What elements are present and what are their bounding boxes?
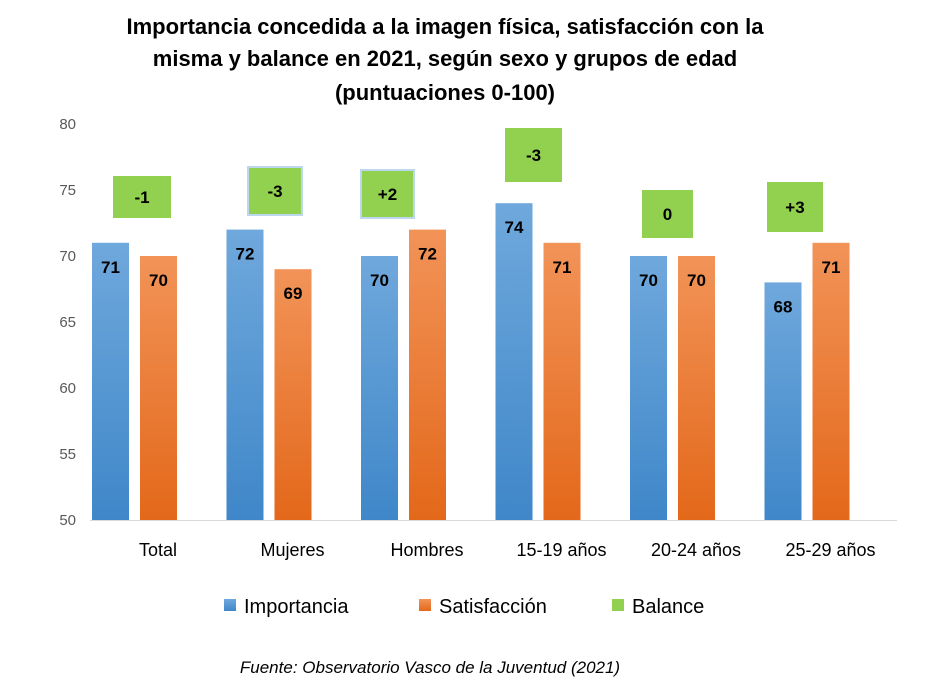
y-axis: 50 55 60 65 70 75 80 bbox=[59, 116, 76, 529]
bar-satisfaccion bbox=[678, 256, 715, 520]
balance-box bbox=[247, 166, 303, 216]
bar-satisfaccion bbox=[543, 242, 581, 521]
y-tick-label: 55 bbox=[59, 446, 76, 463]
legend-label: Balance bbox=[632, 596, 704, 618]
balance-label: -3 bbox=[267, 182, 282, 201]
y-tick-label: 75 bbox=[59, 182, 76, 199]
data-label: 70 bbox=[149, 271, 168, 290]
balance-box bbox=[642, 190, 693, 238]
bar-satisfaccion bbox=[409, 229, 446, 520]
balance-label: -1 bbox=[134, 188, 149, 207]
x-tick-label: Total bbox=[139, 540, 177, 560]
y-tick-label: 60 bbox=[59, 380, 76, 397]
legend-swatch bbox=[612, 599, 624, 611]
y-tick-label: 80 bbox=[59, 116, 76, 133]
x-tick-label: Hombres bbox=[390, 540, 463, 560]
data-label: 71 bbox=[553, 258, 572, 277]
bars: 71 70 -1 72 69 -3 70 72 +2 74 71 -3 70 70 0 68 71 +3 bbox=[92, 128, 850, 521]
data-label: 71 bbox=[822, 258, 841, 277]
balance-box bbox=[360, 169, 415, 219]
data-label: 68 bbox=[774, 297, 793, 316]
balance-label: +3 bbox=[785, 198, 804, 217]
bar-satisfaccion bbox=[274, 269, 312, 520]
legend-swatch bbox=[419, 599, 431, 611]
source-note: Fuente: Observatorio Vasco de la Juventu… bbox=[240, 658, 620, 677]
data-label: 74 bbox=[505, 218, 524, 237]
bar-importancia bbox=[495, 203, 533, 520]
y-tick-label: 65 bbox=[59, 314, 76, 331]
data-label: 70 bbox=[639, 271, 658, 290]
data-label: 70 bbox=[687, 271, 706, 290]
x-tick-label: Mujeres bbox=[260, 540, 324, 560]
bar-importancia bbox=[630, 256, 667, 520]
balance-box bbox=[767, 182, 823, 232]
data-label: 71 bbox=[101, 258, 120, 277]
balance-label: +2 bbox=[378, 185, 397, 204]
y-tick-label: 70 bbox=[59, 248, 76, 265]
legend-swatch bbox=[224, 599, 236, 611]
balance-label: -3 bbox=[526, 146, 541, 165]
legend: Importancia Satisfacción Balance bbox=[224, 596, 704, 618]
x-tick-label: 15-19 años bbox=[516, 540, 606, 560]
bar-importancia bbox=[764, 282, 802, 520]
balance-label: 0 bbox=[663, 205, 672, 224]
x-axis: Total Mujeres Hombres 15-19 años 20-24 años 2… bbox=[139, 540, 876, 560]
bar-importancia bbox=[361, 256, 398, 520]
data-label: 72 bbox=[418, 245, 437, 264]
balance-box bbox=[505, 128, 562, 182]
bar-importancia bbox=[92, 242, 129, 521]
chart-title-line-1: Importancia concedida a la imagen física… bbox=[126, 14, 764, 39]
data-label: 70 bbox=[370, 271, 389, 290]
balance-box bbox=[113, 176, 171, 218]
chart-title-line-3: (puntuaciones 0-100) bbox=[335, 80, 555, 105]
legend-label: Satisfacción bbox=[439, 596, 547, 618]
y-tick-label: 50 bbox=[59, 512, 76, 529]
bar-satisfaccion bbox=[140, 256, 177, 520]
data-label: 72 bbox=[236, 245, 255, 264]
x-tick-label: 25-29 años bbox=[785, 540, 875, 560]
data-label: 69 bbox=[284, 284, 303, 303]
bar-importancia bbox=[226, 229, 264, 520]
x-tick-label: 20-24 años bbox=[651, 540, 741, 560]
legend-label: Importancia bbox=[244, 596, 349, 618]
chart-title-line-2: misma y balance en 2021, según sexo y gr… bbox=[153, 46, 737, 71]
bar-satisfaccion bbox=[812, 242, 850, 521]
